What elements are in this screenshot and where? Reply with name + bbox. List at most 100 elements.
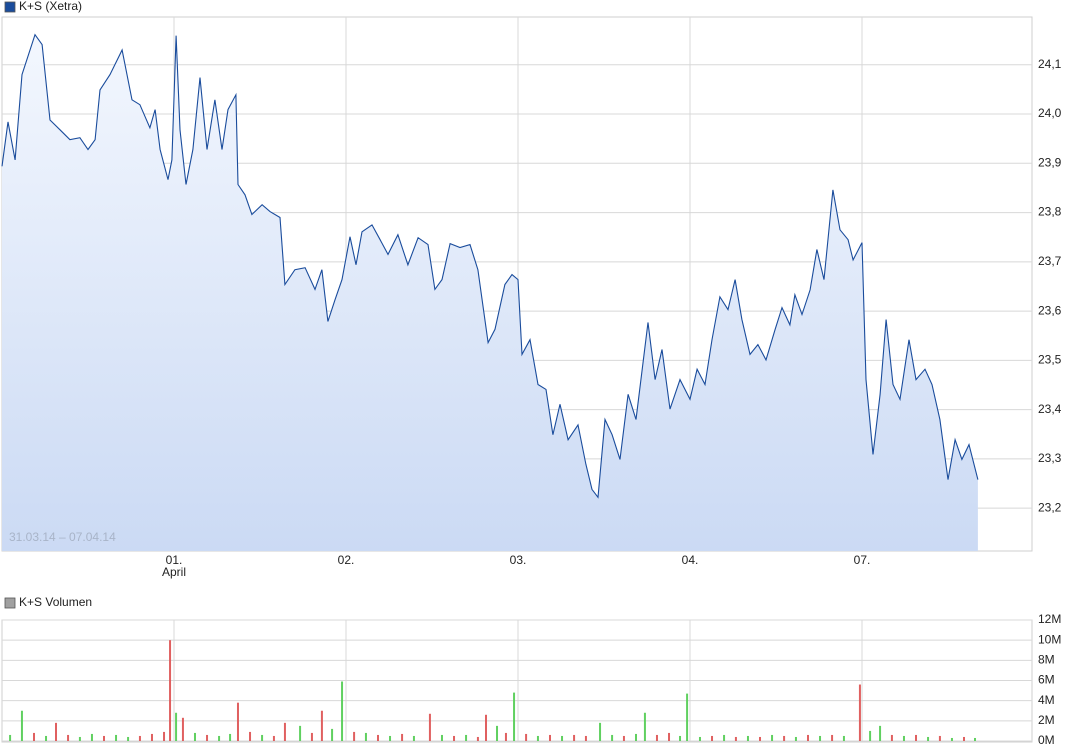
y-tick-label: 6M <box>1038 673 1055 687</box>
volume-bar <box>584 735 587 741</box>
volume-bar <box>962 736 965 741</box>
volume-bar <box>169 640 172 741</box>
x-tick-label: 02. <box>338 553 355 567</box>
volume-bar <box>465 734 468 741</box>
volume-bar <box>115 734 118 741</box>
volume-bar <box>249 731 252 741</box>
y-tick-label: 23,5 <box>1038 353 1062 367</box>
volume-bar <box>193 732 196 741</box>
y-tick-label: 23,2 <box>1038 500 1062 514</box>
volume-bar <box>412 735 415 741</box>
volume-bar <box>643 712 646 741</box>
volume-bar <box>950 737 953 741</box>
volume-bar <box>525 733 528 741</box>
volume-bar <box>879 725 882 741</box>
volume-bar <box>476 736 479 741</box>
y-tick-label: 23,9 <box>1038 155 1062 169</box>
volume-bar <box>611 734 614 741</box>
volume-bar <box>869 730 872 741</box>
volume-bar <box>686 693 689 741</box>
volume-bar <box>440 734 443 741</box>
volume-bar <box>858 684 861 741</box>
volume-bar <box>20 710 23 741</box>
volume-bar <box>974 737 977 741</box>
volume-bar <box>711 735 714 741</box>
y-tick-label: 24,0 <box>1038 106 1062 120</box>
y-tick-label: 4M <box>1038 693 1055 707</box>
x-tick-label: 07. <box>854 553 871 567</box>
volume-bar <box>746 735 749 741</box>
volume-bar <box>771 734 774 741</box>
volume-bar <box>181 717 184 741</box>
y-tick-label: 12M <box>1038 612 1061 626</box>
volume-bar <box>428 713 431 741</box>
volume-bar <box>78 736 81 741</box>
volume-bar <box>938 735 941 741</box>
legend-swatch <box>4 1 16 13</box>
y-tick-label: 2M <box>1038 713 1055 727</box>
price-line <box>1 33 979 499</box>
volume-bar <box>634 733 637 741</box>
y-tick-label: 23,7 <box>1038 254 1062 268</box>
volume-bar <box>138 735 141 741</box>
y-tick-label: 24,1 <box>1038 57 1062 71</box>
volume-bar <box>320 710 323 741</box>
volume-bar <box>45 735 48 741</box>
volume-bar <box>376 734 379 741</box>
volume-bar <box>698 736 701 741</box>
volume-bar <box>341 681 344 741</box>
volume-bar <box>902 735 905 741</box>
x-tick-label: 04. <box>682 553 699 567</box>
area-fill <box>2 34 978 551</box>
volume-bar <box>9 734 12 741</box>
volume-bar <box>496 725 499 741</box>
volume-bar <box>218 735 221 741</box>
volume-bar <box>150 733 153 741</box>
volume-bar <box>915 734 918 741</box>
volume-bar <box>102 735 105 741</box>
volume-bar <box>536 735 539 741</box>
y-tick-label: 8M <box>1038 653 1055 667</box>
volume-bar <box>723 734 726 741</box>
volume-bar <box>67 734 70 741</box>
x-tick-label: 01. <box>166 553 183 567</box>
volume-bar <box>331 728 334 741</box>
y-tick-label: 23,6 <box>1038 303 1062 317</box>
volume-bar <box>927 736 930 741</box>
y-tick-label: 23,8 <box>1038 205 1062 219</box>
volume-bar <box>890 734 893 741</box>
volume-bar <box>668 732 671 741</box>
volume-bar <box>283 722 286 741</box>
volume-bar <box>299 725 302 741</box>
volume-bar <box>163 731 166 741</box>
volume-bar <box>504 732 507 741</box>
volume-bar <box>272 735 275 741</box>
legend-swatch <box>4 597 16 609</box>
volume-bar <box>679 735 682 741</box>
volume-bar <box>401 733 404 741</box>
volume-bar <box>90 733 93 741</box>
volume-bar <box>548 734 551 741</box>
volume-bar <box>32 732 35 741</box>
y-tick-label: 23,3 <box>1038 451 1062 465</box>
volume-bar <box>310 732 313 741</box>
x-tick-sublabel: April <box>162 565 186 579</box>
volume-bar <box>453 735 456 741</box>
volume-bar <box>353 731 356 741</box>
volume-bar <box>759 736 762 741</box>
y-tick-label: 10M <box>1038 632 1061 646</box>
volume-bar <box>206 734 209 741</box>
volume-bar <box>831 734 834 741</box>
x-tick-label: 03. <box>510 553 527 567</box>
volume-bar <box>622 735 625 741</box>
volume-bar <box>389 735 392 741</box>
volume-bar <box>819 735 822 741</box>
volume-bar <box>485 714 488 741</box>
volume-bar <box>261 734 264 741</box>
y-tick-label: 23,4 <box>1038 402 1062 416</box>
volume-bar <box>734 736 737 741</box>
volume-bar <box>175 712 178 741</box>
volume-bar <box>236 702 239 741</box>
volume-bar <box>127 736 130 741</box>
volume-bar <box>229 733 232 741</box>
